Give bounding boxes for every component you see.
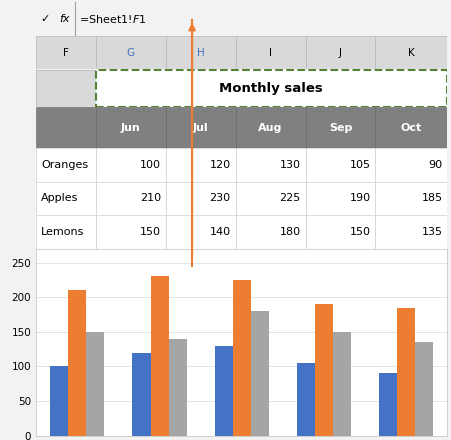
Bar: [214, 345, 232, 436]
Text: 210: 210: [139, 193, 161, 203]
Text: Sep: Sep: [328, 123, 351, 132]
Text: K: K: [407, 48, 414, 58]
FancyBboxPatch shape: [305, 107, 375, 148]
Text: Oranges: Oranges: [41, 160, 88, 170]
Bar: [378, 373, 396, 436]
Text: 120: 120: [209, 160, 230, 170]
Bar: [232, 280, 250, 436]
Text: 190: 190: [349, 193, 370, 203]
Text: 105: 105: [349, 160, 370, 170]
FancyBboxPatch shape: [96, 107, 166, 148]
FancyBboxPatch shape: [96, 37, 166, 69]
Text: Lemons: Lemons: [41, 227, 84, 237]
FancyBboxPatch shape: [36, 215, 96, 249]
FancyBboxPatch shape: [96, 215, 166, 249]
Text: G: G: [126, 48, 134, 58]
Text: =Sheet1!$F$1: =Sheet1!$F$1: [79, 13, 147, 25]
FancyBboxPatch shape: [36, 148, 96, 182]
FancyBboxPatch shape: [305, 37, 375, 69]
FancyBboxPatch shape: [36, 182, 96, 215]
Text: 230: 230: [209, 193, 230, 203]
Text: 90: 90: [428, 160, 442, 170]
Bar: [132, 352, 150, 436]
FancyBboxPatch shape: [96, 182, 166, 215]
Bar: [396, 308, 414, 436]
Text: ✓: ✓: [40, 14, 50, 24]
FancyBboxPatch shape: [166, 37, 235, 69]
FancyBboxPatch shape: [166, 148, 235, 182]
FancyBboxPatch shape: [36, 37, 96, 69]
Text: 185: 185: [420, 193, 442, 203]
Text: 150: 150: [139, 227, 161, 237]
Text: Jun: Jun: [120, 123, 140, 132]
Text: 135: 135: [421, 227, 442, 237]
Bar: [86, 332, 104, 436]
FancyBboxPatch shape: [96, 148, 166, 182]
Text: 130: 130: [279, 160, 300, 170]
FancyBboxPatch shape: [375, 148, 446, 182]
FancyBboxPatch shape: [235, 182, 305, 215]
FancyBboxPatch shape: [305, 215, 375, 249]
FancyBboxPatch shape: [235, 37, 305, 69]
Bar: [50, 367, 68, 436]
FancyBboxPatch shape: [305, 182, 375, 215]
Text: H: H: [196, 48, 204, 58]
Text: 225: 225: [279, 193, 300, 203]
FancyBboxPatch shape: [235, 107, 305, 148]
FancyBboxPatch shape: [375, 215, 446, 249]
Text: F: F: [63, 48, 69, 58]
FancyBboxPatch shape: [96, 70, 446, 106]
FancyBboxPatch shape: [36, 70, 96, 106]
Bar: [68, 290, 86, 436]
FancyBboxPatch shape: [166, 182, 235, 215]
Text: Aug: Aug: [258, 123, 282, 132]
Text: Jul: Jul: [193, 123, 208, 132]
FancyBboxPatch shape: [36, 107, 96, 148]
FancyBboxPatch shape: [305, 148, 375, 182]
FancyBboxPatch shape: [166, 107, 235, 148]
Text: Apples: Apples: [41, 193, 78, 203]
FancyBboxPatch shape: [235, 215, 305, 249]
Text: Monthly sales: Monthly sales: [218, 82, 322, 95]
Bar: [168, 339, 186, 436]
FancyBboxPatch shape: [166, 215, 235, 249]
Text: 150: 150: [349, 227, 370, 237]
Text: J: J: [338, 48, 341, 58]
Bar: [296, 363, 314, 436]
Bar: [150, 276, 168, 436]
Text: 140: 140: [209, 227, 230, 237]
Text: 180: 180: [279, 227, 300, 237]
Text: fx: fx: [59, 14, 69, 24]
FancyBboxPatch shape: [375, 182, 446, 215]
Bar: [332, 332, 350, 436]
Text: I: I: [268, 48, 272, 58]
Text: Oct: Oct: [400, 123, 421, 132]
Text: 100: 100: [139, 160, 161, 170]
Bar: [414, 342, 433, 436]
FancyBboxPatch shape: [235, 148, 305, 182]
FancyBboxPatch shape: [375, 37, 446, 69]
FancyBboxPatch shape: [375, 107, 446, 148]
Bar: [314, 304, 332, 436]
Bar: [250, 311, 268, 436]
